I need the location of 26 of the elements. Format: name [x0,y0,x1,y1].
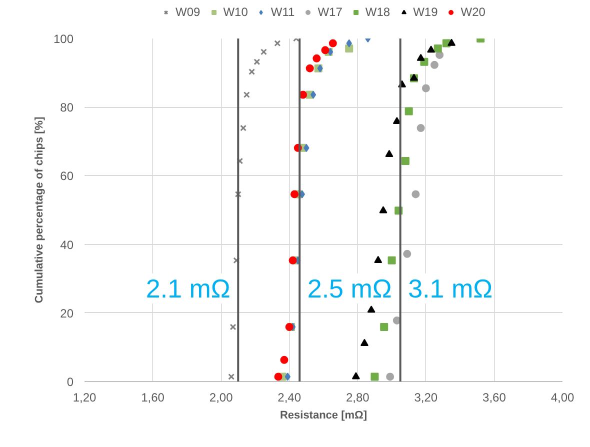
x-tick-label: 1,20 [72,390,97,404]
x-tick-label: 4,00 [550,390,575,404]
y-tick-label: 40 [60,238,74,252]
x-tick-label: 2,80 [346,390,370,404]
y-tick-label: 0 [66,375,74,389]
ref-line-label: 2.5 mΩ [307,274,392,304]
legend-label: W10 [223,5,248,19]
x-tick-label: 3,60 [482,390,506,404]
y-tick-label: 100 [53,32,74,46]
legend-label: W20 [460,5,486,19]
y-tick-label: 80 [60,100,74,115]
y-axis-title: Cumulative percentage of chips [%] [33,116,46,304]
y-tick-label: 60 [60,169,74,184]
legend-label: W18 [365,5,390,19]
x-axis-title: Resistance [mΩ] [280,410,368,422]
legend-label: W09 [176,5,200,19]
x-tick-label: 2,40 [278,390,302,404]
x-tick-label: 2,00 [209,390,234,404]
x-tick-label: 1,60 [141,390,165,404]
y-tick-label: 20 [60,306,74,320]
x-tick-label: 3,20 [414,390,438,404]
legend-label: W11 [270,5,295,19]
legend-label: W17 [318,5,342,19]
ref-line-label: 3.1 mΩ [408,274,493,304]
legend-label: W19 [413,5,438,19]
ref-line-label: 2.1 mΩ [146,274,230,304]
